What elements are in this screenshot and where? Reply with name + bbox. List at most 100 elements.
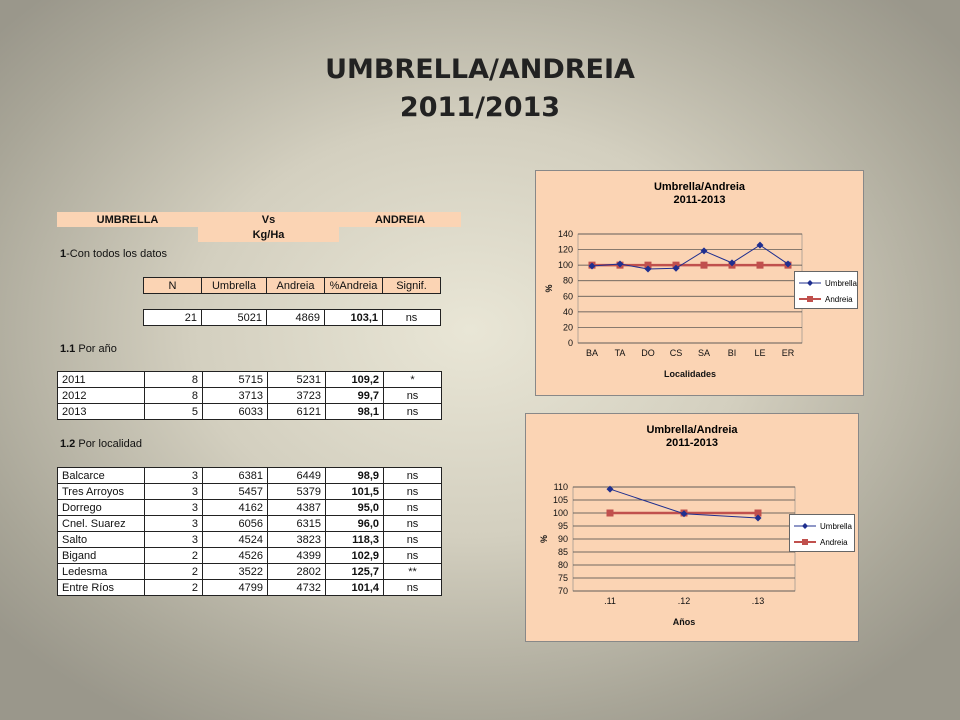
series-line-umbrella <box>591 244 789 270</box>
section-by-locality: 1.2 Por localidad <box>60 438 142 450</box>
chart-plot-svg: 70 75 80 85 90 95 100 105 110 .11 .12 .13 Años% <box>539 482 796 627</box>
y-tick-label: 0 <box>568 338 573 348</box>
legend-label: Andreia <box>820 537 848 547</box>
y-tick-label: 40 <box>563 307 573 317</box>
table-cell: 3522 <box>202 563 268 580</box>
page-subtitle: 2011/2013 <box>399 92 561 123</box>
table-cell: ns <box>383 483 442 500</box>
table-cell: 102,9 <box>325 547 384 564</box>
data-point-andreia <box>606 509 614 517</box>
table-cell: 6381 <box>202 467 268 484</box>
legend-entry: Umbrella <box>799 278 857 288</box>
x-tick-label: .13 <box>752 596 765 606</box>
table-cell: 5457 <box>202 483 268 500</box>
table-cell: 6449 <box>267 467 326 484</box>
data-point-umbrella <box>756 241 764 249</box>
data-point-umbrella <box>672 264 680 272</box>
y-tick-label: 20 <box>563 322 573 332</box>
chart-localities: Umbrella/Andreia 2011-2013 0 20 40 60 80 100 12… <box>535 170 864 396</box>
table-cell: 109,2 <box>325 371 384 388</box>
x-tick-label: .11 <box>604 596 616 606</box>
row-label: Bigand <box>57 547 145 564</box>
table-cell: 5379 <box>267 483 326 500</box>
table-cell: ** <box>383 563 442 580</box>
y-tick-label: 105 <box>553 495 568 505</box>
table-cell: ns <box>383 531 442 548</box>
data-point-andreia <box>644 261 652 269</box>
table-cell: ns <box>383 499 442 516</box>
table-cell: 103,1 <box>324 309 383 326</box>
y-tick-label: 95 <box>558 521 568 531</box>
table-cell: 4732 <box>267 579 326 596</box>
table-cell: 4387 <box>267 499 326 516</box>
legend-label: Umbrella <box>825 278 858 288</box>
table-cell: 3 <box>144 531 203 548</box>
column-header-row: N Umbrella Andreia %Andreia Signif. <box>143 277 441 294</box>
data-point-andreia <box>756 261 764 269</box>
row-label: 2012 <box>57 387 145 404</box>
legend-entry: Andreia <box>799 294 853 304</box>
table-cell: 3 <box>144 499 203 516</box>
x-tick-label: DO <box>641 348 655 358</box>
legend-entry: Andreia <box>794 537 848 547</box>
x-tick-label: LE <box>754 348 765 358</box>
chart-title: Umbrella/Andreia 2011-2013 <box>653 181 746 206</box>
x-axis-label: Localidades <box>664 369 716 379</box>
row-label: Ledesma <box>57 563 145 580</box>
table-cell: 3 <box>144 515 203 532</box>
y-axis-label: % <box>544 284 554 292</box>
table-cell: 4526 <box>202 547 268 564</box>
table-cell: 8 <box>144 371 203 388</box>
y-tick-label: 90 <box>558 534 568 544</box>
table-cell: ns <box>383 515 442 532</box>
table-cell: 2 <box>144 563 203 580</box>
table-cell: 3823 <box>267 531 326 548</box>
data-point-umbrella <box>644 265 652 273</box>
legend-swatch <box>794 521 816 531</box>
table-cell: 96,0 <box>325 515 384 532</box>
year-table: 2011 8 5715 5231 109,2 * 2012 8 3713 3723 99,7 ns 20… <box>57 371 442 420</box>
section-all-data: 1-Con todos los datos <box>60 248 168 260</box>
chart-title: Umbrella/Andreia 2011-2013 <box>646 424 738 449</box>
y-tick-label: 120 <box>558 245 573 255</box>
table-cell: 4524 <box>202 531 268 548</box>
chart-years: Umbrella/Andreia 2011-2013 70 75 80 85 90 95 10… <box>525 413 859 642</box>
data-point-andreia <box>700 261 708 269</box>
table-cell: 8 <box>144 387 203 404</box>
x-tick-label: BI <box>728 348 737 358</box>
column-header: N <box>143 277 202 294</box>
table-cell: 4162 <box>202 499 268 516</box>
table-cell: ns <box>383 467 442 484</box>
table-cell: 6056 <box>202 515 268 532</box>
table-cell: 2 <box>144 579 203 596</box>
table-row: Bigand 2 4526 4399 102,9 ns <box>57 547 442 564</box>
table-cell: 3723 <box>267 387 326 404</box>
table-cell: 125,7 <box>325 563 384 580</box>
table-cell: 21 <box>143 309 202 326</box>
column-header: %Andreia <box>324 277 383 294</box>
table-row: 2011 8 5715 5231 109,2 * <box>57 371 442 388</box>
table-cell: 6315 <box>267 515 326 532</box>
table-cell: 5 <box>144 403 203 420</box>
table-cell: ns <box>383 387 442 404</box>
y-tick-label: 85 <box>558 547 568 557</box>
header-unit: Kg/Ha <box>198 227 339 242</box>
row-label: Tres Arroyos <box>57 483 145 500</box>
table-cell: 98,9 <box>325 467 384 484</box>
data-point-umbrella <box>754 514 762 522</box>
y-tick-label: 70 <box>558 586 568 596</box>
table-row: Salto 3 4524 3823 118,3 ns <box>57 531 442 548</box>
row-label: Dorrego <box>57 499 145 516</box>
data-point-umbrella <box>728 259 736 267</box>
table-cell: 6121 <box>267 403 326 420</box>
row-label: 2013 <box>57 403 145 420</box>
x-tick-label: TA <box>615 348 626 358</box>
table-cell: 4799 <box>202 579 268 596</box>
total-table: 21 5021 4869 103,1 ns <box>143 309 441 326</box>
table-row: Entre Ríos 2 4799 4732 101,4 ns <box>57 579 442 596</box>
row-label: Entre Ríos <box>57 579 145 596</box>
table-row: Tres Arroyos 3 5457 5379 101,5 ns <box>57 483 442 500</box>
table-cell: 2802 <box>267 563 326 580</box>
legend-entry: Umbrella <box>794 521 852 531</box>
y-tick-label: 75 <box>558 573 568 583</box>
